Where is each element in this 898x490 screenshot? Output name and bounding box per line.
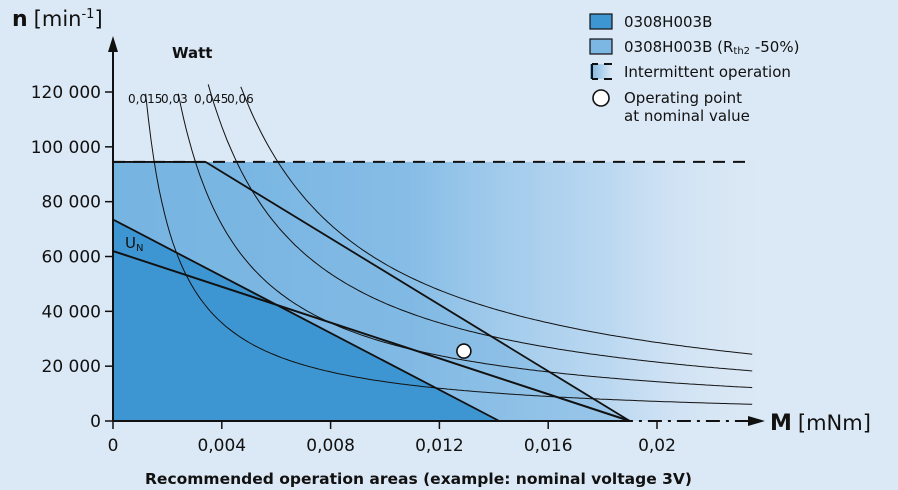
x-tick-label-5: 0,02 <box>638 436 676 456</box>
x-tick-label-2: 0,008 <box>306 436 355 456</box>
x-axis-arrow <box>748 416 765 426</box>
y-axis-unit-prefix: [min <box>34 7 82 31</box>
power-curve-2 <box>207 84 753 372</box>
y-tick-label-0: 0 <box>90 412 101 432</box>
y-axis-unit-suffix: ] <box>94 7 102 31</box>
x-axis-ticks: 0 0,004 0,008 0,012 0,016 0,02 <box>108 421 676 456</box>
x-tick-label-3: 0,012 <box>415 436 464 456</box>
power-curves <box>145 84 753 405</box>
legend-swatch-light <box>589 38 613 55</box>
x-axis-symbol: M <box>770 411 792 436</box>
power-title: Watt <box>172 44 212 62</box>
power-curve-1 <box>177 93 753 389</box>
un-label-main: U <box>125 234 136 252</box>
legend-operating-point-icon <box>592 89 610 107</box>
power-label-2: 0,045 <box>194 92 228 106</box>
power-curve-0 <box>145 93 753 405</box>
y-tick-label-3: 60 000 <box>42 248 101 268</box>
un-line <box>112 250 631 422</box>
un-label-sub: N <box>136 243 143 254</box>
legend-label-light-tail: -50%) <box>750 38 799 56</box>
power-label-0: 0,015 <box>128 92 162 106</box>
y-axis-unit-sup: -1 <box>81 7 94 22</box>
y-tick-label-6: 120 000 <box>31 83 101 103</box>
legend: 0308H003B 0308H003B (Rth2 -50%) Intermit… <box>589 13 799 125</box>
legend-label-light-sub: th2 <box>733 46 750 57</box>
boundary-line-dark <box>112 218 500 422</box>
y-tick-label-1: 20 000 <box>42 357 101 377</box>
legend-swatch-dark <box>589 13 613 30</box>
x-axis-title: M [mNm] <box>770 411 871 436</box>
y-axis-title: n [min-1] <box>12 7 103 32</box>
legend-label-light-main: 0308H003B (R <box>624 38 733 56</box>
legend-label-op-line2: at nominal value <box>624 107 750 125</box>
power-label-3: 0,06 <box>227 92 254 106</box>
x-tick-label-0: 0 <box>108 436 119 456</box>
power-label-1: 0,03 <box>161 92 188 106</box>
legend-swatch-intermittent <box>590 64 612 79</box>
x-axis-unit: [mNm] <box>798 411 871 435</box>
un-label: UN <box>125 234 143 254</box>
y-tick-label-5: 100 000 <box>31 138 101 158</box>
power-curve-3 <box>240 86 753 355</box>
legend-label-dark: 0308H003B <box>624 13 712 31</box>
x-tick-label-4: 0,016 <box>524 436 573 456</box>
y-tick-label-4: 80 000 <box>42 193 101 213</box>
y-tick-label-2: 40 000 <box>42 302 101 322</box>
legend-label-light: 0308H003B (Rth2 -50%) <box>624 38 799 57</box>
legend-label-intermittent: Intermittent operation <box>624 63 791 81</box>
operating-point-marker <box>456 343 472 359</box>
chart-caption: Recommended operation areas (example: no… <box>145 470 692 488</box>
x-tick-label-1: 0,004 <box>197 436 246 456</box>
legend-intermittent-bracket <box>591 63 612 80</box>
y-axis-arrow <box>108 36 118 52</box>
legend-label-op-line1: Operating point <box>624 89 742 107</box>
y-axis-symbol: n <box>12 7 28 32</box>
axes <box>108 36 765 426</box>
y-axis-ticks: 0 20 000 40 000 60 000 80 000 100 000 120 000 <box>31 83 113 432</box>
